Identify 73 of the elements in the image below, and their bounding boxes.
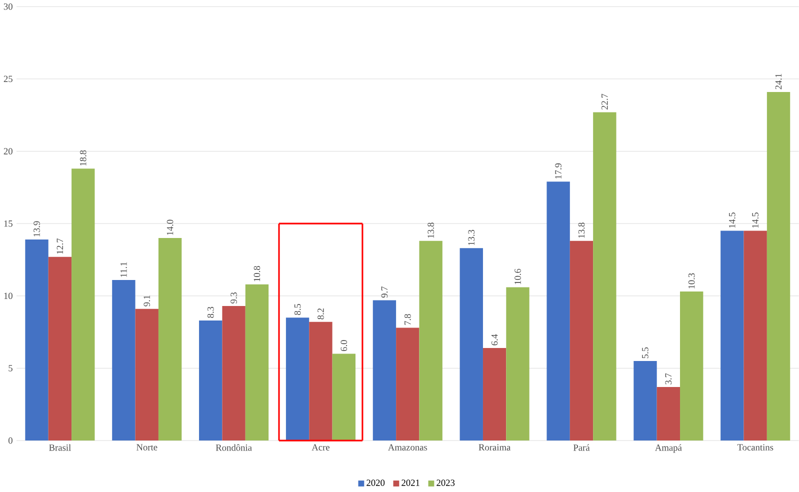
bar <box>48 257 72 441</box>
bar <box>332 354 356 441</box>
data-label: 3.7 <box>665 374 672 385</box>
data-label: 9.7 <box>381 286 388 298</box>
bar <box>744 231 767 441</box>
legend-label: 2020 <box>366 480 385 486</box>
data-label: 10.6 <box>514 269 521 284</box>
data-label: 7.8 <box>404 314 411 326</box>
bar <box>309 322 332 441</box>
data-label: 14.5 <box>729 212 736 228</box>
bar <box>680 292 704 441</box>
bar <box>656 387 680 441</box>
data-label: 24.1 <box>775 74 782 90</box>
bar <box>396 328 420 441</box>
bar <box>546 182 570 441</box>
bar <box>482 348 506 441</box>
bar <box>593 112 616 441</box>
x-tick-label: Acre <box>312 444 330 451</box>
data-label: 11.1 <box>120 262 127 278</box>
bar <box>570 241 594 441</box>
bar <box>460 248 483 441</box>
data-label: 8.5 <box>294 304 301 316</box>
y-tick-label: 25 <box>4 76 12 82</box>
x-tick-label: Amapá <box>655 444 682 453</box>
bar <box>25 240 48 441</box>
data-label: 13.8 <box>428 222 434 238</box>
y-tick-label: 15 <box>4 220 12 227</box>
bar <box>245 284 269 441</box>
bar <box>112 280 136 441</box>
bar <box>766 92 790 441</box>
y-tick-label: 30 <box>4 4 12 10</box>
data-label: 9.3 <box>230 292 237 304</box>
data-label: 22.7 <box>602 94 608 110</box>
x-tick-label: Roraima <box>478 444 511 451</box>
y-tick-label: 10 <box>4 292 12 300</box>
bar <box>286 318 310 441</box>
data-label: 13.8 <box>578 222 585 238</box>
data-label: 12.7 <box>56 238 64 254</box>
x-tick-label: Pará <box>573 444 590 452</box>
bar <box>372 300 396 441</box>
legend-label: 2023 <box>436 480 455 486</box>
bar <box>506 287 530 441</box>
bar <box>158 238 182 441</box>
data-label: 17.9 <box>555 164 562 179</box>
data-label: 18.8 <box>80 150 86 166</box>
x-tick-label: Rondônia <box>216 444 252 452</box>
data-label: 13.9 <box>34 221 40 237</box>
bar <box>135 309 158 441</box>
bar <box>72 168 95 441</box>
data-label: 13.3 <box>468 230 475 246</box>
data-label: 5.5 <box>642 348 648 358</box>
y-tick-label: 20 <box>4 148 12 155</box>
y-tick-label: 0 <box>8 438 12 444</box>
data-label: 8.2 <box>318 308 324 320</box>
data-label: 10.8 <box>254 266 260 282</box>
bar <box>634 361 657 441</box>
data-label: 6.4 <box>491 334 498 346</box>
x-tick-label: Brasil <box>49 444 71 452</box>
data-label: 8.3 <box>207 307 214 318</box>
y-tick-label: 5 <box>8 365 12 372</box>
x-tick-label: Tocantins <box>737 444 774 451</box>
bar <box>222 306 246 441</box>
x-tick-label: Norte <box>136 444 158 451</box>
x-tick-label: Amazonas <box>388 444 428 451</box>
data-label: 6.0 <box>340 340 348 352</box>
legend-label: 2021 <box>402 480 420 486</box>
bar <box>199 320 222 441</box>
data-label: 9.1 <box>144 296 150 307</box>
data-label: 14.0 <box>166 220 174 236</box>
data-label: 14.5 <box>752 212 758 228</box>
data-label: 10.3 <box>688 273 695 289</box>
bar <box>419 241 442 441</box>
bar <box>720 231 744 441</box>
